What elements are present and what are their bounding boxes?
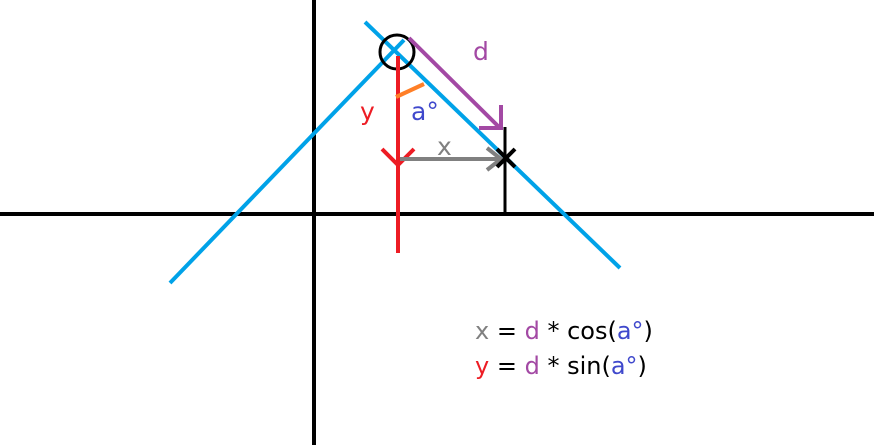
target-x-mark-b	[495, 147, 517, 169]
blue-line-left	[168, 38, 406, 285]
label-angle: a°	[411, 97, 439, 126]
label-x: x	[437, 132, 452, 161]
formula-part: )	[644, 317, 653, 345]
formula-part: a°	[611, 352, 638, 380]
formula-part: =	[489, 317, 524, 345]
angle-mark	[395, 82, 425, 99]
formula-part: d	[525, 352, 540, 380]
label-d: d	[473, 37, 489, 66]
formula-part: d	[525, 317, 540, 345]
formula-part: * cos(	[540, 317, 617, 345]
formula-part: )	[638, 352, 647, 380]
d-arrowhead	[479, 105, 503, 130]
x-arrowhead	[485, 146, 505, 172]
formula-part: * sin(	[540, 352, 611, 380]
formula-part: =	[489, 352, 524, 380]
formula-part: y	[475, 352, 489, 380]
blue-line-right	[363, 20, 622, 270]
formula-part: x	[475, 317, 489, 345]
d-arrow-line	[407, 36, 501, 129]
formula-part: a°	[617, 317, 644, 345]
y-arrowhead	[380, 147, 416, 168]
formula-y: y = d * sin(a°)	[475, 352, 647, 380]
label-y: y	[360, 97, 375, 126]
formula-x: x = d * cos(a°)	[475, 317, 653, 345]
